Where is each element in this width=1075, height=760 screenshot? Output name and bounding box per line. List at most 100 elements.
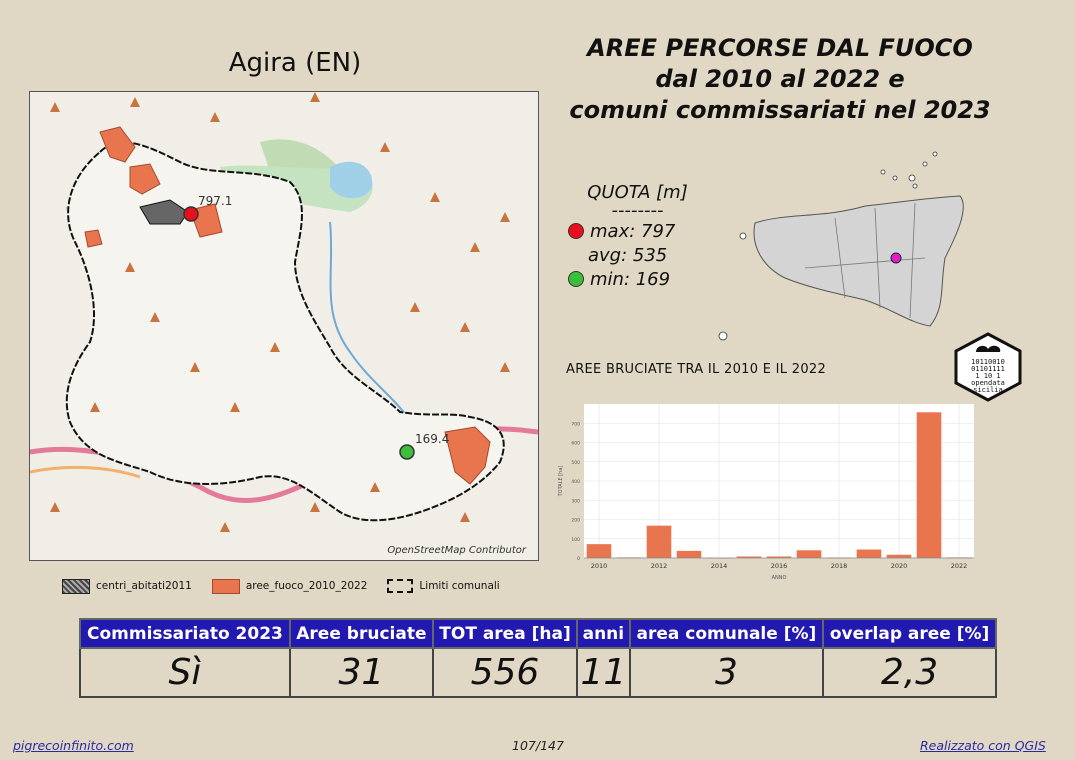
qgis-credit-link[interactable]: Realizzato con QGIS [920,738,1046,753]
header-aree-bruciate: Aree bruciate [288,618,434,649]
chart-x-tick: 2010 [591,562,608,570]
chart-bar-2015[interactable] [736,556,762,558]
red-dot-icon [568,223,584,239]
quota-max-row: max: 797 [560,219,715,243]
chart-bar-2019[interactable] [856,549,882,558]
main-title-line2: dal 2010 al 2022 e [655,65,905,93]
svg-text:opendata: opendata [971,379,1005,387]
chart-bar-2017[interactable] [796,550,822,558]
sicily-outline [718,151,964,341]
quota-avg: avg: 535 [588,244,668,266]
chart-y-tick: 400 [571,479,580,485]
table-row: Sì 31 556 11 3 2,3 [79,647,997,698]
lake [330,161,373,199]
elevation-summary: QUOTA [m] -------- max: 797 avg: 535 min… [560,182,715,291]
quota-min-row: min: 169 [560,267,715,291]
legend-item-limiti: Limiti comunali [387,579,500,593]
burned-area-bar-chart: 2010 2012 2014 2016 2018 2020 2022 0 100 200 300 40… [550,398,980,581]
town-centre [139,199,189,225]
main-title-line1: AREE PERCORSE DAL FUOCO [587,34,973,62]
burned-area [84,229,103,248]
pantelleria-island [718,331,728,341]
hatched-swatch-icon [62,578,90,594]
chart-bar-2010[interactable] [586,544,612,558]
table-header-row: Commissariato 2023 Aree bruciate TOT are… [79,618,997,649]
chart-bar-2012[interactable] [646,525,672,558]
min-elevation-label: 169.4 [415,432,450,446]
stats-table: Commissariato 2023 Aree bruciate TOT are… [79,618,997,698]
cell-anni: 11 [576,647,631,698]
max-elevation-label: 797.1 [198,194,233,208]
chart-y-axis-label: TOTALE [ha] [558,466,564,498]
chart-y-tick: 0 [577,556,580,562]
chart-title: AREE BRUCIATE TRA IL 2010 E IL 2022 [566,362,827,377]
sicily-island [753,195,964,327]
chart-y-tick: 600 [571,441,580,447]
max-elevation-point[interactable] [183,206,199,222]
chart-x-tick: 2020 [891,562,908,570]
chart-y-tick: 500 [571,460,580,466]
egadi-island [739,232,747,240]
legend-label-limiti: Limiti comunali [419,580,500,592]
quota-avg-row: avg: 535 [560,243,715,267]
municipality-boundary [65,141,505,522]
dashed-box-icon [387,579,414,593]
header-anni: anni [576,618,631,649]
map-credit: OpenStreetMap Contributor [387,545,526,556]
chart-x-tick: 2016 [771,562,788,570]
chart-bar-2021[interactable] [916,412,942,558]
municipality-map[interactable]: 797.1 169.4 OpenStreetMap Contributor [29,91,539,561]
peak-markers [50,92,510,532]
secondary-road [30,465,141,479]
map-canvas [30,92,538,532]
main-title: AREE PERCORSE DAL FUOCO dal 2010 al 2022… [560,33,1000,126]
cell-commissariato: Sì [79,647,291,698]
chart-y-tick: 100 [571,537,580,543]
chart-x-tick: 2022 [951,562,968,570]
svg-text:10110010: 10110010 [971,358,1005,366]
opendata-sicilia-logo: 10110010 01101111 1 10 1 opendata sicili… [952,332,1024,402]
svg-text:01101111: 01101111 [971,365,1005,373]
cell-overlap: 2,3 [822,647,997,698]
chart-x-tick: 2012 [651,562,668,570]
legend-label-fuoco: aree_fuoco_2010_2022 [245,580,368,592]
quota-min: min: 169 [590,268,671,290]
burned-area [444,426,491,485]
quota-title: QUOTA [m] [587,182,688,203]
legend-item-centri: centri_abitati2011 [62,578,192,594]
header-area-comunale: area comunale [%] [628,618,825,649]
quota-separator: -------- [611,200,664,221]
website-link[interactable]: pigrecoinfinito.com [13,738,134,753]
hexagon-logo-icon: 10110010 01101111 1 10 1 opendata sicili… [954,332,1022,402]
sicily-locator-map [715,148,973,348]
chart-svg: 2010 2012 2014 2016 2018 2020 2022 0 100 200 300 40… [558,404,974,581]
min-elevation-point[interactable] [399,444,415,460]
page-number: 107/147 [512,738,564,753]
map-legend: centri_abitati2011 aree_fuoco_2010_2022 … [62,576,520,596]
chart-x-tick: 2018 [831,562,848,570]
main-title-line3: comuni commissariati nel 2023 [569,96,991,124]
orange-swatch-icon [211,578,240,594]
burned-area [99,126,136,163]
chart-bar-2013[interactable] [676,550,702,558]
river [329,221,411,423]
chart-bar-2020[interactable] [886,554,912,558]
quota-max: max: 797 [590,220,676,242]
chart-bar-2016[interactable] [766,556,792,558]
legend-item-fuoco: aree_fuoco_2010_2022 [211,578,368,594]
chart-y-tick: 300 [571,498,580,504]
chart-y-tick: 200 [571,518,580,524]
map-title: Agira (EN) [228,48,362,78]
chart-y-tick: 700 [571,421,580,427]
green-dot-icon [568,271,584,287]
svg-text:sicilia: sicilia [973,386,1003,394]
cell-tot-area: 556 [431,647,579,698]
header-tot-area: TOT area [ha] [431,618,579,649]
province-borders [804,202,926,319]
header-commissariato: Commissariato 2023 [79,618,291,649]
header-overlap: overlap aree [%] [822,618,997,649]
legend-label-centri: centri_abitati2011 [96,580,192,592]
cell-area-comunale: 3 [628,647,825,698]
agira-location-icon [890,252,902,264]
cell-aree-bruciate: 31 [288,647,434,698]
